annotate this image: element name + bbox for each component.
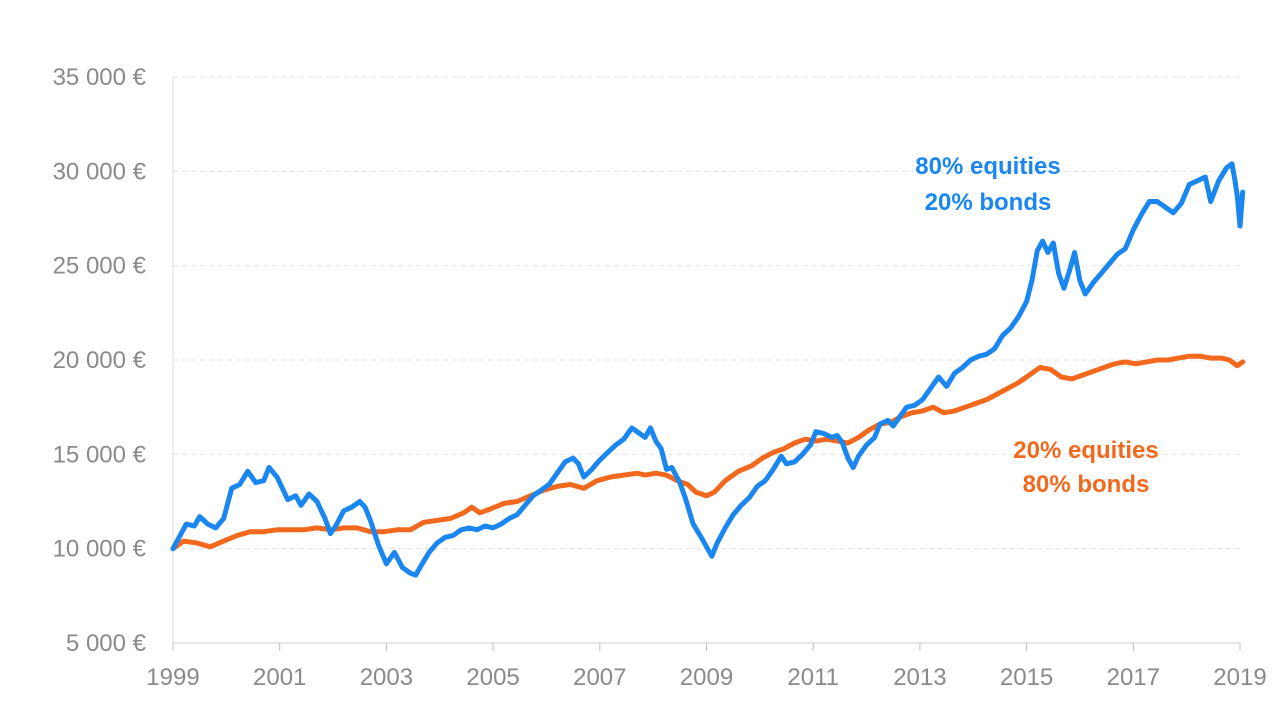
x-tick-label: 2009 [680,664,733,691]
series-label-80-equities-line1: 80% equities [915,153,1060,180]
x-tick-label: 2001 [253,664,306,691]
x-tick-label: 2015 [1000,664,1053,691]
x-tick-label: 2003 [360,664,413,691]
series-line-20-equities [170,353,1246,552]
series-lines [170,161,1246,578]
x-tick-label: 2019 [1213,664,1266,691]
series-label-20-equities-line2: 80% bonds [1023,471,1150,498]
y-tick-label: 30 000 € [53,158,147,185]
x-tick-label: 2017 [1107,664,1160,691]
y-tick-label: 5 000 € [66,630,147,657]
y-tick-label: 10 000 € [53,536,147,563]
x-tick-label: 2005 [466,664,519,691]
series-label-20-equities-line1: 20% equities [1013,437,1158,464]
y-axis-tick-labels: 5 000 € 10 000 € 15 000 € 20 000 € 25 000 € 3… [53,64,147,657]
y-tick-label: 35 000 € [53,64,147,91]
x-tick-label: 2011 [787,664,839,691]
series-line-80-equities [170,161,1246,578]
y-tick-label: 15 000 € [53,441,147,468]
x-tick-label: 2007 [573,664,626,691]
y-tick-label: 25 000 € [53,253,147,280]
x-tick-label: 2013 [893,664,946,691]
series-label-80-equities-line2: 20% bonds [925,189,1052,216]
axes [172,77,1241,651]
x-axis-tick-labels: 1999 2001 2003 2005 2007 2009 2011 2013 2015 2017… [146,664,1266,691]
x-tick-label: 1999 [146,664,199,691]
y-tick-label: 20 000 € [53,347,147,374]
